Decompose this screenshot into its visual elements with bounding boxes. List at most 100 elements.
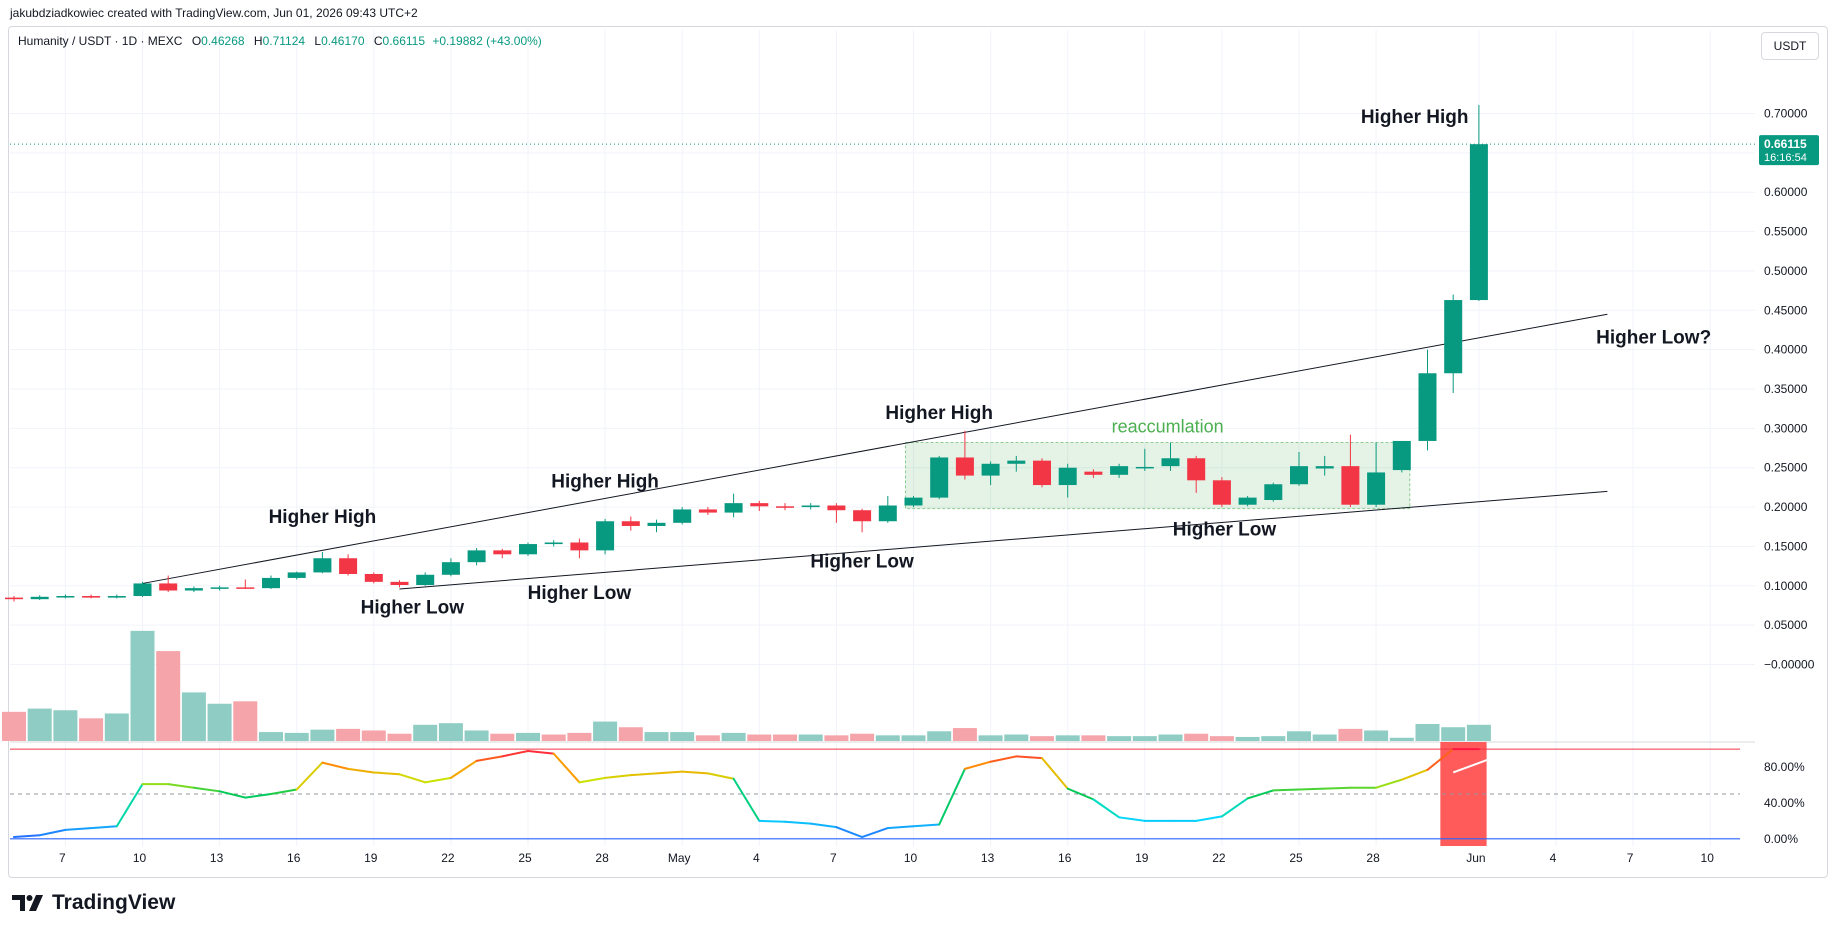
high-value: 0.71124: [262, 34, 306, 48]
price-axis-label: 0.45000: [1764, 303, 1808, 317]
annotation-label: Higher Low: [1173, 519, 1277, 540]
candle: [1110, 463, 1129, 478]
candle: [801, 503, 820, 510]
low-label: L: [314, 34, 322, 48]
volume-bar: [53, 710, 78, 741]
price-axis-label: 0.70000: [1764, 106, 1808, 120]
volume-bar: [1209, 736, 1234, 741]
time-axis-label: 4: [753, 851, 760, 865]
time-axis-label: 28: [1366, 851, 1380, 865]
annotation-label: Higher High: [551, 471, 659, 492]
time-axis-label: 28: [595, 851, 609, 865]
oscillator-segment: [347, 767, 375, 774]
candle-body: [724, 503, 743, 513]
oscillator-segment: [295, 761, 324, 791]
volume-bar: [207, 703, 232, 741]
oscillator-segment: [1272, 788, 1300, 792]
change-value: +0.19882 (+43.00%): [432, 34, 542, 48]
oscillator-pane: [10, 741, 1755, 846]
oscillator-segment: [90, 825, 118, 830]
low-value: 0.46170: [321, 34, 365, 48]
oscillator-signal: [1452, 755, 1498, 774]
symbol-name[interactable]: Humanity / USDT · 1D · MEXC: [18, 34, 183, 48]
candle-body: [1315, 466, 1334, 469]
volume-bar: [181, 692, 206, 741]
candle-body: [159, 583, 178, 591]
tradingview-logo[interactable]: TradingView: [12, 891, 175, 915]
candle: [82, 594, 101, 599]
volume-bar: [978, 735, 1003, 741]
annotation-label: Higher Low: [810, 552, 914, 573]
candle: [1161, 442, 1180, 471]
axes: 0.700000.650000.600000.550000.500000.450…: [59, 106, 1815, 865]
volume-bar: [1338, 728, 1363, 741]
oscillator-axis-label: 80.00%: [1764, 760, 1805, 774]
annotation-label: Higher Low?: [1596, 327, 1711, 348]
candle: [1264, 482, 1283, 502]
candle-body: [107, 596, 126, 598]
oscillator-segment: [398, 773, 427, 784]
oscillator-segment: [1246, 789, 1275, 800]
time-axis-label: 16: [1058, 851, 1072, 865]
oscillator-segment: [192, 786, 221, 793]
candle: [724, 493, 743, 518]
time-axis-label: 22: [441, 851, 455, 865]
candle-body: [1290, 466, 1308, 485]
currency-button[interactable]: USDT: [1761, 32, 1819, 60]
oscillator-segment: [732, 777, 761, 822]
open-label: O: [191, 34, 202, 48]
time-axis-label: 16: [287, 851, 301, 865]
oscillator-segment: [115, 783, 144, 828]
candle: [1212, 477, 1231, 508]
time-axis-label: 4: [1550, 851, 1557, 865]
price-axis-label: 0.30000: [1764, 421, 1808, 435]
volume-bar: [1184, 733, 1209, 741]
price-axis-label: 0.40000: [1764, 343, 1808, 357]
oscillator-segment: [552, 752, 581, 784]
candle-body: [647, 522, 666, 526]
chart-credit: jakubdziadkowiec created with TradingVie…: [10, 6, 418, 20]
candle: [698, 507, 717, 515]
candle-body: [1084, 471, 1103, 475]
oscillator-segment: [629, 772, 658, 777]
annotations: Higher High Higher Low Higher High Higher L…: [269, 107, 1712, 618]
trendlines: [142, 313, 1608, 590]
oscillator-segment: [1195, 815, 1223, 822]
candle: [493, 548, 512, 559]
time-axis-label: 19: [1135, 851, 1149, 865]
candle-body: [1058, 467, 1077, 486]
candle: [673, 507, 692, 525]
volume-bar: [79, 718, 104, 741]
candle-body: [544, 542, 563, 545]
candle-body: [698, 509, 717, 513]
volume-bar: [1261, 736, 1286, 741]
candle-body: [339, 558, 358, 574]
trendline: [142, 313, 1608, 584]
candle: [184, 586, 203, 593]
volume-bar: [1030, 736, 1054, 741]
candle-body: [673, 509, 692, 523]
candle-body: [210, 587, 229, 589]
annotation-label: Higher High: [1361, 107, 1469, 128]
candle-body: [467, 550, 486, 563]
price-axis-label: 0.05000: [1764, 618, 1808, 632]
oscillator-segment: [758, 819, 786, 823]
oscillator-segment: [244, 793, 272, 799]
oscillator-segment: [706, 772, 735, 780]
oscillator-segment: [1298, 787, 1326, 791]
volume-bar: [901, 735, 926, 741]
tradingview-logo-icon: [12, 895, 43, 911]
volume-bar: [259, 732, 283, 741]
oscillator-segment: [1375, 778, 1403, 789]
candle-body: [133, 583, 152, 597]
volume-bar: [336, 728, 361, 741]
candle-body: [519, 544, 537, 555]
time-axis-label: 19: [364, 851, 378, 865]
candle: [647, 519, 666, 533]
volume-bar: [695, 735, 720, 741]
candle-body: [776, 506, 794, 508]
volume-bar: [952, 728, 977, 741]
close-label: C: [373, 34, 383, 48]
